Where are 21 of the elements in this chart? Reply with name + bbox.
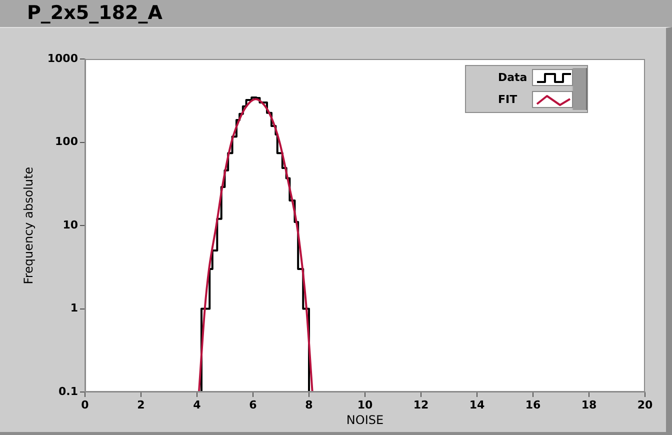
x-tick-label: 14 bbox=[469, 398, 485, 412]
y-tick-label: 1000 bbox=[47, 52, 78, 65]
legend-label: Data bbox=[497, 71, 528, 84]
y-tick-label: 0.1 bbox=[58, 384, 78, 398]
x-tick-label: 18 bbox=[581, 398, 597, 412]
y-tick-label: 10 bbox=[62, 218, 78, 232]
legend-label: FIT bbox=[497, 93, 518, 106]
y-tick-label: 1 bbox=[70, 302, 78, 315]
x-tick-label: 2 bbox=[137, 398, 145, 412]
y-axis-title: Frequency absolute bbox=[21, 166, 36, 284]
x-tick-label: 20 bbox=[637, 398, 653, 412]
x-tick-label: 10 bbox=[357, 398, 373, 412]
x-tick-label: 12 bbox=[413, 398, 429, 412]
x-tick-label: 4 bbox=[193, 398, 202, 412]
x-tick-label: 16 bbox=[525, 398, 541, 412]
x-tick-label: 6 bbox=[249, 398, 258, 412]
x-tick-label: 0 bbox=[81, 398, 90, 412]
x-axis-title: NOISE bbox=[346, 412, 384, 427]
y-tick-label: 100 bbox=[55, 135, 78, 148]
chart-title: P_2x5_182_A bbox=[27, 2, 162, 24]
x-tick-label: 8 bbox=[305, 398, 313, 412]
